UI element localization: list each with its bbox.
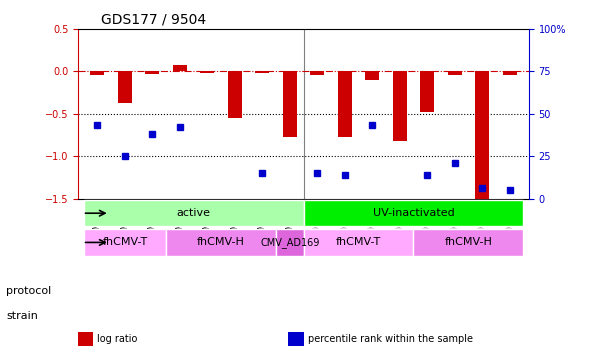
FancyBboxPatch shape bbox=[84, 200, 304, 226]
Bar bbox=[338, 71, 352, 137]
Text: fhCMV-H: fhCMV-H bbox=[197, 237, 245, 247]
FancyBboxPatch shape bbox=[304, 200, 523, 226]
Bar bbox=[283, 71, 297, 137]
Bar bbox=[365, 71, 379, 80]
Text: fhCMV-H: fhCMV-H bbox=[445, 237, 492, 247]
Bar bbox=[118, 71, 132, 104]
Text: log ratio: log ratio bbox=[97, 334, 138, 344]
Text: protocol: protocol bbox=[6, 286, 51, 296]
Bar bbox=[201, 71, 214, 73]
Text: percentile rank within the sample: percentile rank within the sample bbox=[308, 334, 473, 344]
Bar bbox=[91, 71, 104, 75]
Text: fhCMV-T: fhCMV-T bbox=[102, 237, 147, 247]
Text: fhCMV-T: fhCMV-T bbox=[336, 237, 381, 247]
Bar bbox=[255, 71, 269, 73]
Bar bbox=[173, 65, 187, 71]
FancyBboxPatch shape bbox=[84, 229, 166, 256]
Text: CMV_AD169: CMV_AD169 bbox=[260, 237, 320, 248]
FancyBboxPatch shape bbox=[166, 229, 276, 256]
Text: UV-inactivated: UV-inactivated bbox=[373, 208, 454, 218]
Bar bbox=[228, 71, 242, 118]
Bar bbox=[503, 71, 516, 75]
Bar bbox=[420, 71, 434, 112]
Bar bbox=[310, 71, 324, 75]
Bar bbox=[448, 71, 462, 75]
Bar bbox=[145, 71, 159, 75]
Text: GDS177 / 9504: GDS177 / 9504 bbox=[101, 12, 206, 26]
Bar bbox=[393, 71, 406, 141]
FancyBboxPatch shape bbox=[304, 229, 413, 256]
Text: active: active bbox=[177, 208, 210, 218]
FancyBboxPatch shape bbox=[276, 229, 304, 256]
Text: strain: strain bbox=[6, 311, 38, 321]
Bar bbox=[475, 71, 489, 200]
FancyBboxPatch shape bbox=[413, 229, 523, 256]
